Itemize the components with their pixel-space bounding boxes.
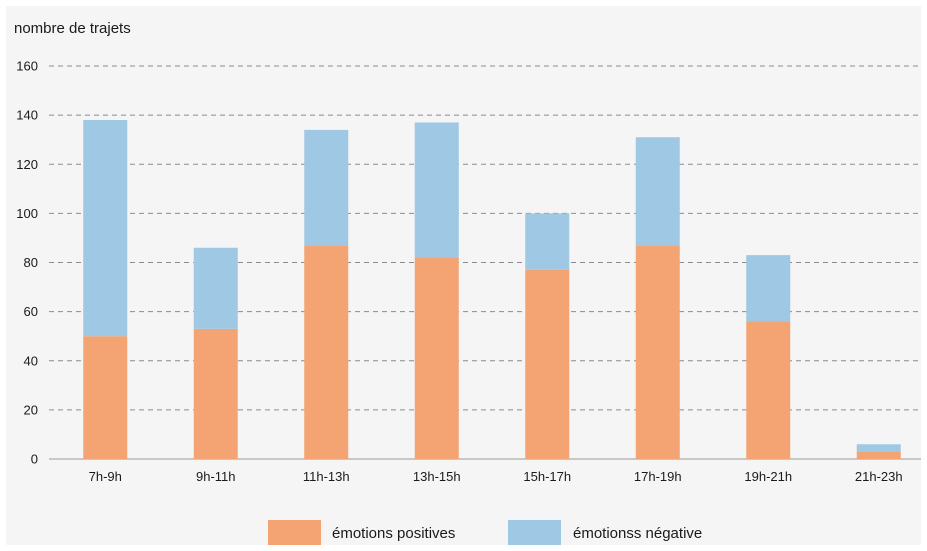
- y-tick-label: 20: [24, 402, 38, 417]
- bar-positive-13h-15h: [414, 257, 459, 459]
- x-tick-label: 19h-21h: [744, 469, 792, 484]
- legend-swatch-positive: [268, 520, 321, 545]
- legend: émotions positives émotionss négative: [268, 520, 702, 545]
- bar-negative-9h-11h: [193, 247, 238, 329]
- x-tick-label: 9h-11h: [196, 469, 236, 484]
- x-tick-label: 21h-23h: [855, 469, 903, 484]
- bar-negative-13h-15h: [414, 122, 459, 258]
- bar-negative-17h-19h: [635, 137, 680, 246]
- bar-positive-21h-23h: [856, 451, 901, 459]
- bar-negative-15h-17h: [525, 213, 570, 270]
- y-tick-labels: 0 20 40 60 80 100 120 140 160: [16, 59, 38, 467]
- legend-swatch-negative: [508, 520, 561, 545]
- bar-positive-19h-21h: [746, 321, 791, 459]
- legend-label-positive: émotions positives: [332, 525, 455, 542]
- bar-positive-9h-11h: [193, 328, 238, 459]
- y-tick-label: 0: [31, 452, 38, 467]
- x-tick-labels: 7h-9h 9h-11h 11h-13h 13h-15h 15h-17h 17h-19h 1…: [89, 469, 903, 484]
- x-tick-label: 15h-17h: [523, 469, 571, 484]
- chart-panel: nombre de trajets 0 20 40 60 80 100 120 140 160 …: [6, 6, 921, 545]
- x-tick-label: 7h-9h: [89, 469, 122, 484]
- x-tick-label: 11h-13h: [303, 469, 350, 484]
- bar-positive-11h-13h: [304, 245, 349, 459]
- bar-negative-11h-13h: [304, 129, 349, 246]
- bar-positive-17h-19h: [635, 245, 680, 459]
- x-tick-label: 13h-15h: [413, 469, 461, 484]
- bar-positive-7h-9h: [83, 336, 128, 459]
- bar-negative-19h-21h: [746, 255, 791, 322]
- bar-positive-15h-17h: [525, 269, 570, 459]
- y-tick-label: 60: [24, 304, 38, 319]
- bar-negative-21h-23h: [856, 444, 901, 452]
- x-tick-label: 17h-19h: [634, 469, 682, 484]
- bar-negative-7h-9h: [83, 120, 128, 337]
- y-tick-label: 40: [24, 353, 38, 368]
- stacked-bar-chart: nombre de trajets 020406080100120140160 …: [14, 20, 921, 545]
- bars: [83, 120, 901, 459]
- y-tick-label: 100: [16, 206, 38, 221]
- y-tick-label: 80: [24, 255, 38, 270]
- y-tick-label: 120: [16, 157, 38, 172]
- y-axis-label: nombre de trajets: [14, 20, 131, 37]
- y-tick-label: 140: [16, 108, 38, 123]
- y-tick-label: 160: [16, 59, 38, 74]
- legend-label-negative: émotionss négative: [573, 525, 702, 542]
